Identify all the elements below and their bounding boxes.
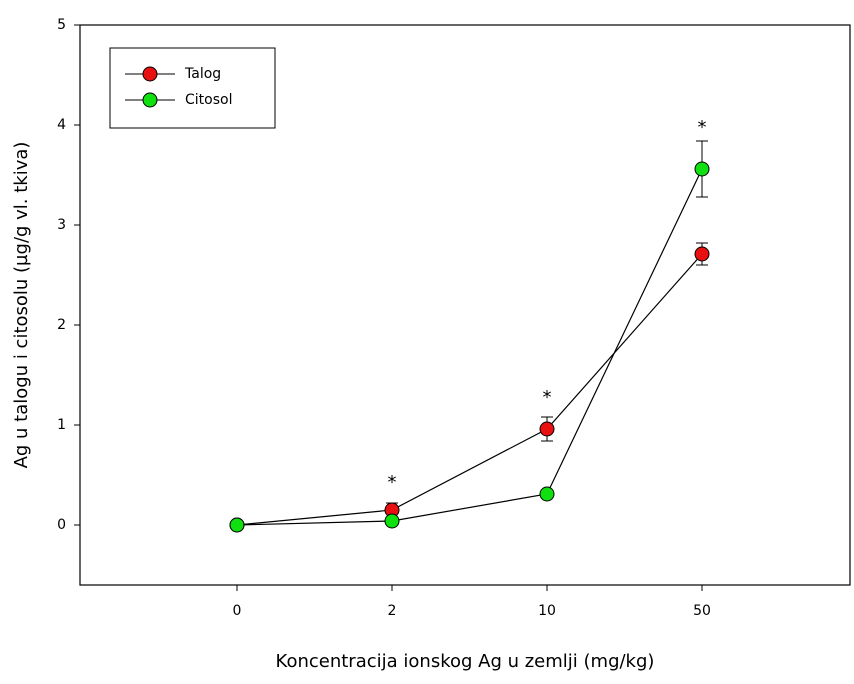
significance-mark: * bbox=[543, 387, 552, 408]
legend-label: Talog bbox=[184, 66, 221, 82]
plot-frame bbox=[79, 24, 851, 586]
legend-marker bbox=[142, 92, 158, 108]
series-line bbox=[236, 168, 703, 526]
marker bbox=[229, 517, 245, 533]
marker bbox=[539, 421, 555, 437]
legend-box bbox=[109, 47, 276, 129]
marker bbox=[384, 513, 400, 529]
y-tick-label: 3 bbox=[57, 217, 66, 233]
legend-marker bbox=[142, 66, 158, 82]
x-tick-label: 10 bbox=[538, 603, 556, 619]
significance-mark: * bbox=[388, 472, 397, 493]
significance-mark: * bbox=[698, 117, 707, 138]
series-line bbox=[236, 253, 703, 526]
marker bbox=[539, 486, 555, 502]
x-tick-label: 0 bbox=[233, 603, 242, 619]
x-axis-label: Koncentracija ionskog Ag u zemlji (mg/kg… bbox=[276, 651, 655, 672]
x-tick-label: 2 bbox=[388, 603, 397, 619]
y-tick-label: 2 bbox=[57, 317, 66, 333]
y-tick-label: 1 bbox=[57, 417, 66, 433]
marker bbox=[694, 161, 710, 177]
y-tick-label: 0 bbox=[57, 517, 66, 533]
legend-label: Citosol bbox=[185, 92, 232, 108]
x-tick-label: 50 bbox=[693, 603, 711, 619]
marker bbox=[694, 246, 710, 262]
y-tick-label: 4 bbox=[57, 117, 66, 133]
y-tick-label: 5 bbox=[57, 17, 66, 33]
y-axis-label: Ag u talogu i citosolu (µg/g vl. tkiva) bbox=[11, 142, 32, 469]
